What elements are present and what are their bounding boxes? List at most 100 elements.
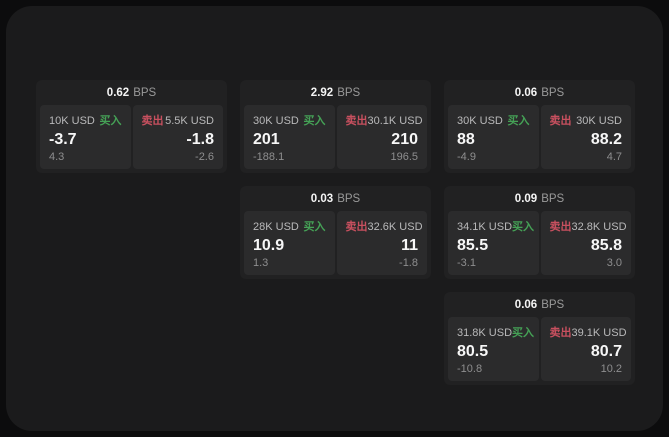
sell-tag: 卖出 [549, 327, 572, 339]
buy-panel[interactable]: 34.1K USD 买入 85.5 -3.1 [448, 211, 539, 275]
card-header: 0.06 BPS [444, 292, 635, 317]
bps-card[interactable]: 0.62 BPS 10K USD 买入 -3.7 4.3 卖出 5.5K USD… [36, 80, 227, 173]
buy-panel-top: 30K USD 买入 [253, 112, 326, 128]
bps-card[interactable]: 0.06 BPS 31.8K USD 买入 80.5 -10.8 卖出 39.1… [444, 292, 635, 385]
bps-unit-label: BPS [541, 192, 565, 205]
bps-card[interactable]: 0.06 BPS 30K USD 买入 88 -4.9 卖出 30K USD 8… [444, 80, 635, 173]
card-column: 0.06 BPS 30K USD 买入 88 -4.9 卖出 30K USD 8… [444, 80, 635, 385]
buy-price-value: 10.9 [253, 237, 285, 254]
buy-panel-top: 31.8K USD 买入 [457, 324, 534, 340]
bps-value: 0.06 [514, 86, 538, 99]
sell-amount-label: 5.5K USD [165, 115, 214, 127]
buy-panel[interactable]: 28K USD 买入 10.9 1.3 [244, 211, 335, 275]
card-column: 0.62 BPS 10K USD 买入 -3.7 4.3 卖出 5.5K USD… [36, 80, 227, 173]
sell-sub-value: 4.7 [606, 151, 622, 163]
bps-unit-label: BPS [337, 192, 361, 205]
card-body: 30K USD 买入 201 -188.1 卖出 30.1K USD 210 1… [240, 105, 431, 173]
bps-card[interactable]: 0.09 BPS 34.1K USD 买入 85.5 -3.1 卖出 32.8K… [444, 186, 635, 279]
buy-amount-label: 30K USD [253, 115, 299, 127]
card-header: 0.62 BPS [36, 80, 227, 105]
buy-panel-top: 30K USD 买入 [457, 112, 530, 128]
sell-amount-label: 30.1K USD [367, 115, 423, 127]
sell-price-value: 11 [401, 237, 418, 254]
bps-unit-label: BPS [541, 298, 565, 311]
sell-panel[interactable]: 卖出 32.6K USD 11 -1.8 [336, 211, 427, 275]
sell-amount-label: 32.6K USD [367, 221, 423, 233]
sell-tag: 卖出 [141, 115, 164, 127]
buy-price-value: 88 [457, 131, 475, 148]
bps-card[interactable]: 0.03 BPS 28K USD 买入 10.9 1.3 卖出 32.6K US… [240, 186, 431, 279]
bps-unit-label: BPS [337, 86, 361, 99]
buy-sub-value: 4.3 [49, 151, 65, 163]
sell-panel[interactable]: 卖出 30K USD 88.2 4.7 [540, 105, 631, 169]
sell-price-value: 210 [391, 131, 418, 148]
sell-amount-label: 30K USD [576, 115, 622, 127]
bps-value: 0.06 [514, 298, 538, 311]
sell-panel[interactable]: 卖出 32.8K USD 85.8 3.0 [540, 211, 631, 275]
bps-unit-label: BPS [133, 86, 157, 99]
bps-value: 2.92 [310, 86, 334, 99]
buy-price-value: 201 [253, 131, 280, 148]
card-header: 2.92 BPS [240, 80, 431, 105]
buy-price-value: 85.5 [457, 237, 489, 254]
buy-amount-label: 34.1K USD [457, 221, 513, 233]
sell-sub-value: -2.6 [195, 151, 214, 163]
buy-amount-label: 10K USD [49, 115, 95, 127]
buy-tag: 买入 [303, 115, 326, 127]
sell-price-value: 85.8 [590, 237, 622, 254]
card-header: 0.03 BPS [240, 186, 431, 211]
buy-tag: 买入 [507, 115, 530, 127]
buy-amount-label: 28K USD [253, 221, 299, 233]
bps-card[interactable]: 2.92 BPS 30K USD 买入 201 -188.1 卖出 30.1K … [240, 80, 431, 173]
sell-sub-value: 3.0 [606, 257, 622, 269]
card-body: 31.8K USD 买入 80.5 -10.8 卖出 39.1K USD 80.… [444, 317, 635, 385]
buy-sub-value: -10.8 [457, 363, 483, 375]
sell-panel-top: 卖出 30K USD [550, 112, 623, 128]
buy-price-value: -3.7 [49, 131, 77, 148]
sell-amount-label: 32.8K USD [571, 221, 627, 233]
buy-panel[interactable]: 30K USD 买入 88 -4.9 [448, 105, 539, 169]
sell-tag: 卖出 [549, 221, 572, 233]
buy-panel[interactable]: 10K USD 买入 -3.7 4.3 [40, 105, 131, 169]
sell-panel-top: 卖出 39.1K USD [549, 324, 627, 340]
card-header: 0.09 BPS [444, 186, 635, 211]
buy-amount-label: 31.8K USD [457, 327, 513, 339]
card-body: 30K USD 买入 88 -4.9 卖出 30K USD 88.2 4.7 [444, 105, 635, 173]
card-body: 28K USD 买入 10.9 1.3 卖出 32.6K USD 11 -1.8 [240, 211, 431, 279]
buy-amount-label: 30K USD [457, 115, 503, 127]
sell-sub-value: -1.8 [399, 257, 418, 269]
sell-price-value: -1.8 [186, 131, 214, 148]
buy-panel-top: 28K USD 买入 [253, 218, 326, 234]
sell-tag: 卖出 [345, 115, 368, 127]
sell-panel-top: 卖出 32.8K USD [549, 218, 627, 234]
sell-panel[interactable]: 卖出 39.1K USD 80.7 10.2 [540, 317, 631, 381]
sell-panel[interactable]: 卖出 5.5K USD -1.8 -2.6 [132, 105, 223, 169]
bps-value: 0.03 [310, 192, 334, 205]
buy-panel-top: 10K USD 买入 [49, 112, 122, 128]
buy-tag: 买入 [512, 221, 535, 233]
buy-panel-top: 34.1K USD 买入 [457, 218, 534, 234]
buy-tag: 买入 [303, 221, 326, 233]
buy-sub-value: -188.1 [253, 151, 285, 163]
card-body: 34.1K USD 买入 85.5 -3.1 卖出 32.8K USD 85.8… [444, 211, 635, 279]
sell-price-value: 88.2 [590, 131, 622, 148]
sell-price-value: 80.7 [590, 343, 622, 360]
buy-panel[interactable]: 30K USD 买入 201 -188.1 [244, 105, 335, 169]
cards-grid: 0.62 BPS 10K USD 买入 -3.7 4.3 卖出 5.5K USD… [36, 80, 635, 385]
sell-panel-top: 卖出 32.6K USD [346, 218, 423, 234]
app-window: 0.62 BPS 10K USD 买入 -3.7 4.3 卖出 5.5K USD… [6, 6, 663, 431]
buy-sub-value: 1.3 [253, 257, 269, 269]
card-body: 10K USD 买入 -3.7 4.3 卖出 5.5K USD -1.8 -2.… [36, 105, 227, 173]
buy-panel[interactable]: 31.8K USD 买入 80.5 -10.8 [448, 317, 539, 381]
card-header: 0.06 BPS [444, 80, 635, 105]
bps-value: 0.62 [106, 86, 130, 99]
sell-panel-top: 卖出 30.1K USD [345, 112, 423, 128]
buy-price-value: 80.5 [457, 343, 489, 360]
sell-panel[interactable]: 卖出 30.1K USD 210 196.5 [336, 105, 427, 169]
card-column: 2.92 BPS 30K USD 买入 201 -188.1 卖出 30.1K … [240, 80, 431, 279]
buy-sub-value: -4.9 [457, 151, 476, 163]
buy-sub-value: -3.1 [457, 257, 476, 269]
buy-tag: 买入 [99, 115, 122, 127]
sell-sub-value: 10.2 [600, 363, 622, 375]
buy-tag: 买入 [512, 327, 535, 339]
